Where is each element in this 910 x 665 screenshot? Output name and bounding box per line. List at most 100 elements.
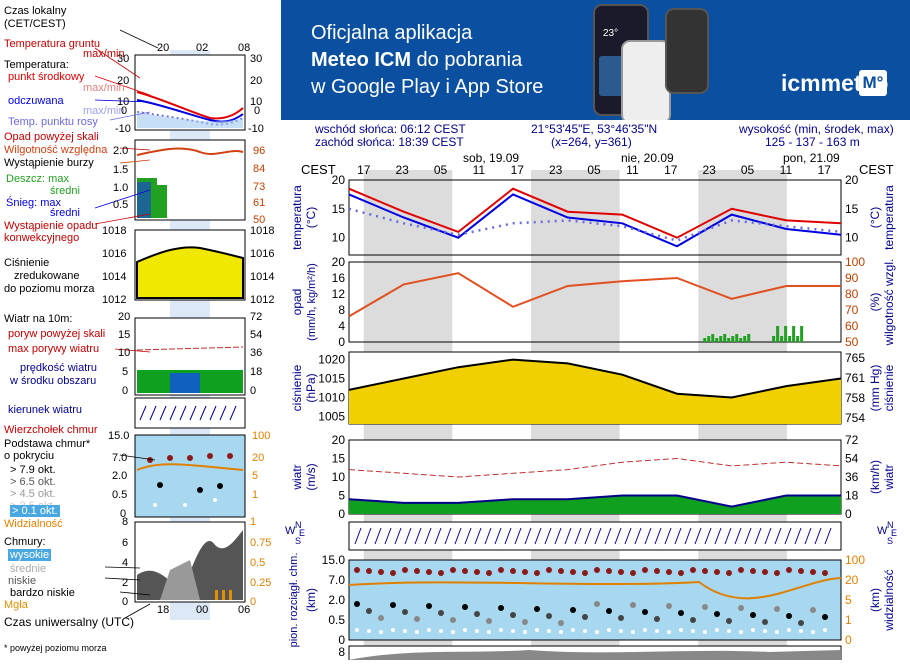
wind-arrow — [774, 527, 782, 545]
cloud-base-dot — [534, 606, 540, 612]
cb-tick: 0 — [120, 508, 127, 520]
cloud-top-dot — [522, 569, 528, 575]
temp-tick: 10 — [332, 231, 346, 245]
rain-bar — [719, 336, 723, 342]
precip-tick: 4 — [338, 319, 345, 333]
temp-axis-label: temperatura — [290, 185, 304, 250]
wind-arrow — [604, 527, 612, 545]
cloud-low-dot — [499, 628, 503, 632]
cl-tick: 2 — [122, 577, 129, 589]
tz-right: CEST — [859, 162, 894, 177]
wind-arrow — [634, 527, 642, 545]
rain-bar — [727, 338, 731, 342]
legend-felt: odczuwana — [8, 95, 64, 107]
precip-tick: 0.5 — [113, 199, 129, 211]
app-banner[interactable]: Oficjalna aplikacja Meteo ICM do pobrani… — [281, 0, 910, 120]
legend-okt-01: > 0.1 okt. — [10, 505, 60, 517]
wind-arrow — [564, 527, 572, 545]
cloud-base-dot — [690, 617, 696, 623]
wind-tick-r: 72 — [250, 311, 263, 323]
vis-tick: 5 — [252, 470, 259, 482]
legend-wind-at: Wiatr na 10m: — [4, 313, 73, 325]
precip-tick: 1.0 — [113, 182, 129, 194]
legend-utc: Czas uniwersalny (UTC) — [4, 615, 135, 629]
pres-tick-r: 754 — [845, 411, 865, 425]
legend-local-time: Czas lokalny — [4, 5, 67, 17]
temp-axis-label-r: temperatura — [882, 185, 896, 250]
pres-tick-r: 1014 — [250, 271, 275, 283]
cloud-top-dot — [498, 567, 504, 573]
wind-arrow — [534, 527, 542, 545]
cloud-base-dot — [606, 608, 612, 614]
cloud-low-dot — [559, 630, 563, 634]
cb-tick: 0.5 — [112, 489, 128, 501]
hour-tick: 11 — [780, 163, 793, 177]
rain-bar — [707, 336, 711, 342]
temp-tick: 20 — [117, 75, 130, 87]
cloud-base-dot — [594, 601, 600, 607]
cloud-top-dot — [786, 567, 792, 573]
legend-gust-over: poryw powyżej skali — [8, 328, 106, 340]
cloud-top-dot — [618, 569, 624, 575]
temp-tick: 0 — [121, 105, 128, 117]
legend-gust-max: max porywy wiatru — [8, 343, 100, 355]
cloud-base-dot — [486, 618, 492, 624]
hour-tick: 11 — [626, 163, 639, 177]
wind-axis-label-r: wiatr — [882, 464, 896, 490]
temp-tick-r: -10 — [248, 123, 264, 135]
cloud-top-dot — [510, 568, 516, 574]
cloud-low-dot — [535, 628, 539, 632]
cloud-top-dot — [594, 567, 600, 573]
cloud-top-dot — [678, 570, 684, 576]
humid-tick: 90 — [845, 271, 859, 285]
wind-arrow — [684, 527, 692, 545]
wind-arrow — [674, 527, 682, 545]
cloud-top-dot — [474, 569, 480, 575]
rain-bar — [711, 334, 715, 342]
compass-n-r: N — [887, 520, 894, 530]
cloud-low-dot — [475, 629, 479, 633]
elevation-label: wysokość (min, środek, max) — [739, 122, 894, 136]
cl-tick: 4 — [122, 557, 129, 569]
rain-bar — [772, 336, 776, 342]
cl-tick-r: 0.25 — [250, 577, 272, 589]
day-label: sob, 19.09 — [463, 151, 519, 165]
wind-tick: 15 — [332, 452, 346, 466]
cloud-top-dot — [378, 569, 384, 575]
cloud-low-dot — [487, 630, 491, 634]
cb-tick: 15.0 — [322, 553, 346, 567]
banner-line2-rest: do pobrania — [411, 49, 523, 71]
pres-tick-r: 765 — [845, 351, 865, 365]
coordinates: 21°53'45"E, 53°46'35"N — [531, 122, 658, 136]
wind-tick: 20 — [332, 433, 346, 447]
cloud-low-dot — [799, 629, 803, 633]
temp-tick-r: 10 — [250, 96, 263, 108]
cloud-top-dot — [726, 570, 732, 576]
compass-w: W — [285, 525, 296, 537]
cloud-low-dot — [811, 630, 815, 634]
wind-arrow — [504, 527, 512, 545]
cloud-base-dot — [750, 612, 756, 618]
legend-snow-max: Śnieg: max — [6, 197, 62, 209]
precip-tick: 0 — [338, 335, 345, 349]
cloud-base-dot — [558, 620, 564, 626]
wind-arrow — [404, 527, 412, 545]
location-info: wschód słońca: 06:12 CEST zachód słońca:… — [281, 120, 910, 150]
wind-arrow — [654, 527, 662, 545]
cloud-low-dot — [607, 628, 611, 632]
cloud-top-dot — [642, 567, 648, 573]
cloud-low-dot — [463, 628, 467, 632]
utc-tick: 00 — [196, 604, 209, 616]
cb-tick: 0 — [338, 633, 345, 647]
legend-cloud-base-2: o pokryciu — [4, 450, 55, 462]
hour-tick: 17 — [664, 163, 678, 177]
cloud-low-dot — [703, 630, 707, 634]
vis-tick: 1 — [845, 613, 852, 627]
banner-line3: w Google Play i App Store — [311, 76, 544, 98]
cloud-base-dot — [822, 614, 828, 620]
wind-tick-r: 36 — [250, 347, 263, 359]
cloud-base-dot — [426, 603, 432, 609]
elevation: 125 - 137 - 163 m — [765, 135, 860, 149]
temp-tick: 15 — [332, 202, 346, 216]
